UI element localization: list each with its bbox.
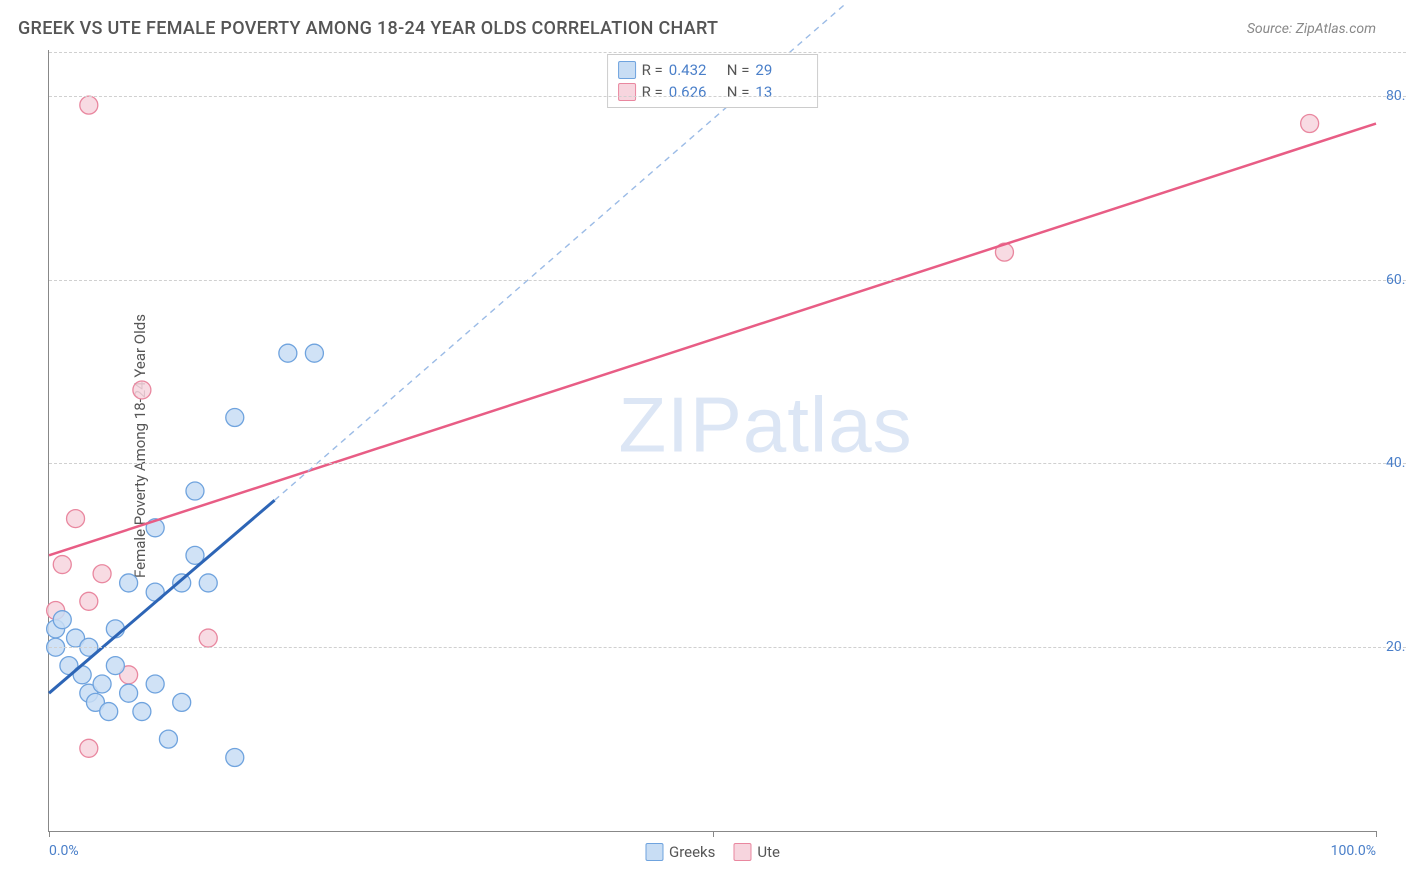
n-greeks: 29 [755, 59, 807, 81]
scatter-svg [49, 50, 1376, 831]
plot-area: ZIPatlas R = 0.432 N = 29 R = 0.626 N = … [48, 50, 1376, 832]
r-ute: 0.626 [669, 81, 721, 103]
x-tick-label-right: 100.0% [1331, 843, 1376, 859]
x-tick [1376, 831, 1377, 837]
x-tick [713, 831, 714, 837]
legend-label-ute: Ute [757, 843, 780, 861]
swatch-greeks-icon [645, 843, 663, 861]
source-label: Source: ZipAtlas.com [1247, 21, 1376, 37]
gridline [49, 463, 1406, 464]
legend-row-greeks: R = 0.432 N = 29 [618, 59, 808, 81]
gridline [49, 52, 1406, 53]
y-tick-label: 40.0% [1386, 455, 1406, 471]
x-tick-label-left: 0.0% [49, 843, 79, 859]
n-ute: 13 [755, 81, 807, 103]
gridline [49, 96, 1406, 97]
swatch-ute-icon [733, 843, 751, 861]
swatch-ute [618, 83, 636, 101]
correlation-legend: R = 0.432 N = 29 R = 0.626 N = 13 [607, 54, 819, 108]
x-tick [49, 831, 50, 837]
y-tick-label: 20.0% [1386, 639, 1406, 655]
y-tick-label: 80.0% [1386, 88, 1406, 104]
swatch-greeks [618, 61, 636, 79]
legend-item-ute: Ute [733, 843, 780, 861]
series-legend: Greeks Ute [645, 843, 780, 861]
y-tick-label: 60.0% [1386, 272, 1406, 288]
gridline [49, 280, 1406, 281]
legend-item-greeks: Greeks [645, 843, 715, 861]
legend-row-ute: R = 0.626 N = 13 [618, 81, 808, 103]
legend-label-greeks: Greeks [669, 843, 715, 861]
gridline [49, 647, 1406, 648]
r-greeks: 0.432 [669, 59, 721, 81]
chart-title: GREEK VS UTE FEMALE POVERTY AMONG 18-24 … [18, 18, 718, 39]
